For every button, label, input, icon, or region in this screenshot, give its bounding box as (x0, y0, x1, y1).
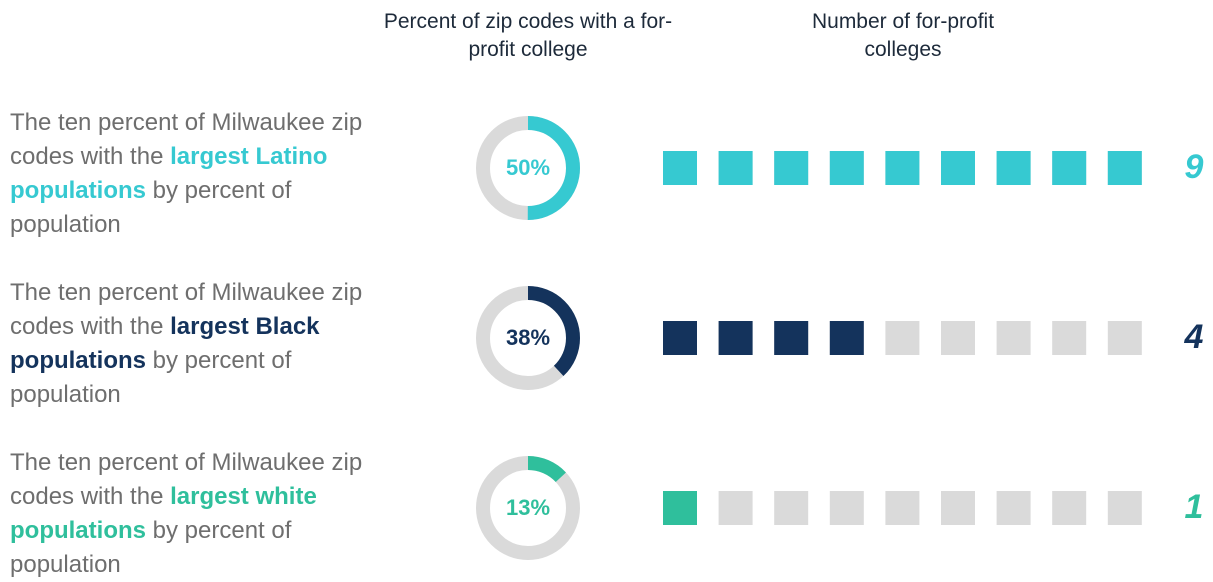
percent-label: 38% (506, 325, 550, 350)
count-label: 9 (1185, 148, 1204, 186)
count-header: Number of for-profit colleges (811, 10, 995, 61)
percent-label: 50% (506, 155, 550, 180)
empty-square (941, 491, 975, 525)
row-label: The ten percent of Milwaukee zip codes w… (10, 446, 382, 582)
label-highlight: largest Black populations (10, 313, 320, 374)
filled-square (885, 151, 920, 185)
empty-square (941, 321, 975, 355)
empty-square (1052, 491, 1087, 525)
label-text: The ten percent of Milwaukee zip codes w… (10, 109, 363, 170)
donut-arc (476, 116, 580, 220)
filled-square (774, 321, 809, 355)
empty-square (1052, 321, 1087, 355)
empty-square (885, 491, 920, 525)
row-label: The ten percent of Milwaukee zip codes w… (10, 106, 382, 242)
label-highlight: largest white populations (10, 483, 317, 544)
donut-arc (476, 456, 580, 560)
empty-square (996, 321, 1031, 355)
filled-square (774, 151, 809, 185)
empty-square (1107, 321, 1142, 355)
filled-square (663, 491, 697, 525)
row-label: The ten percent of Milwaukee zip codes w… (10, 276, 382, 412)
empty-square (829, 491, 864, 525)
count-squares (663, 491, 697, 525)
empty-square (774, 491, 809, 525)
empty-square (996, 491, 1031, 525)
label-text: by percent of population (10, 347, 292, 408)
filled-square (941, 151, 975, 185)
filled-square (829, 321, 864, 355)
label-text: The ten percent of Milwaukee zip codes w… (10, 449, 363, 510)
filled-square (829, 151, 864, 185)
empty-square (718, 491, 753, 525)
filled-square (718, 151, 753, 185)
filled-square (996, 151, 1031, 185)
empty-square (1107, 491, 1142, 525)
label-text: by percent of population (10, 177, 292, 238)
count-label: 4 (1184, 318, 1204, 356)
empty-square (885, 321, 920, 355)
filled-square (663, 151, 697, 185)
percent-label: 13% (506, 495, 550, 520)
count-squares (663, 151, 1142, 185)
label-text: The ten percent of Milwaukee zip codes w… (10, 279, 363, 340)
filled-square (663, 321, 697, 355)
count-squares (663, 321, 864, 355)
donut-arc (476, 286, 580, 390)
filled-square (718, 321, 753, 355)
filled-square (1052, 151, 1087, 185)
label-highlight: largest Latino populations (10, 143, 328, 204)
filled-square (1107, 151, 1142, 185)
count-label: 1 (1185, 488, 1204, 526)
percent-header: Percent of zip codes with a for-profit c… (383, 10, 673, 61)
